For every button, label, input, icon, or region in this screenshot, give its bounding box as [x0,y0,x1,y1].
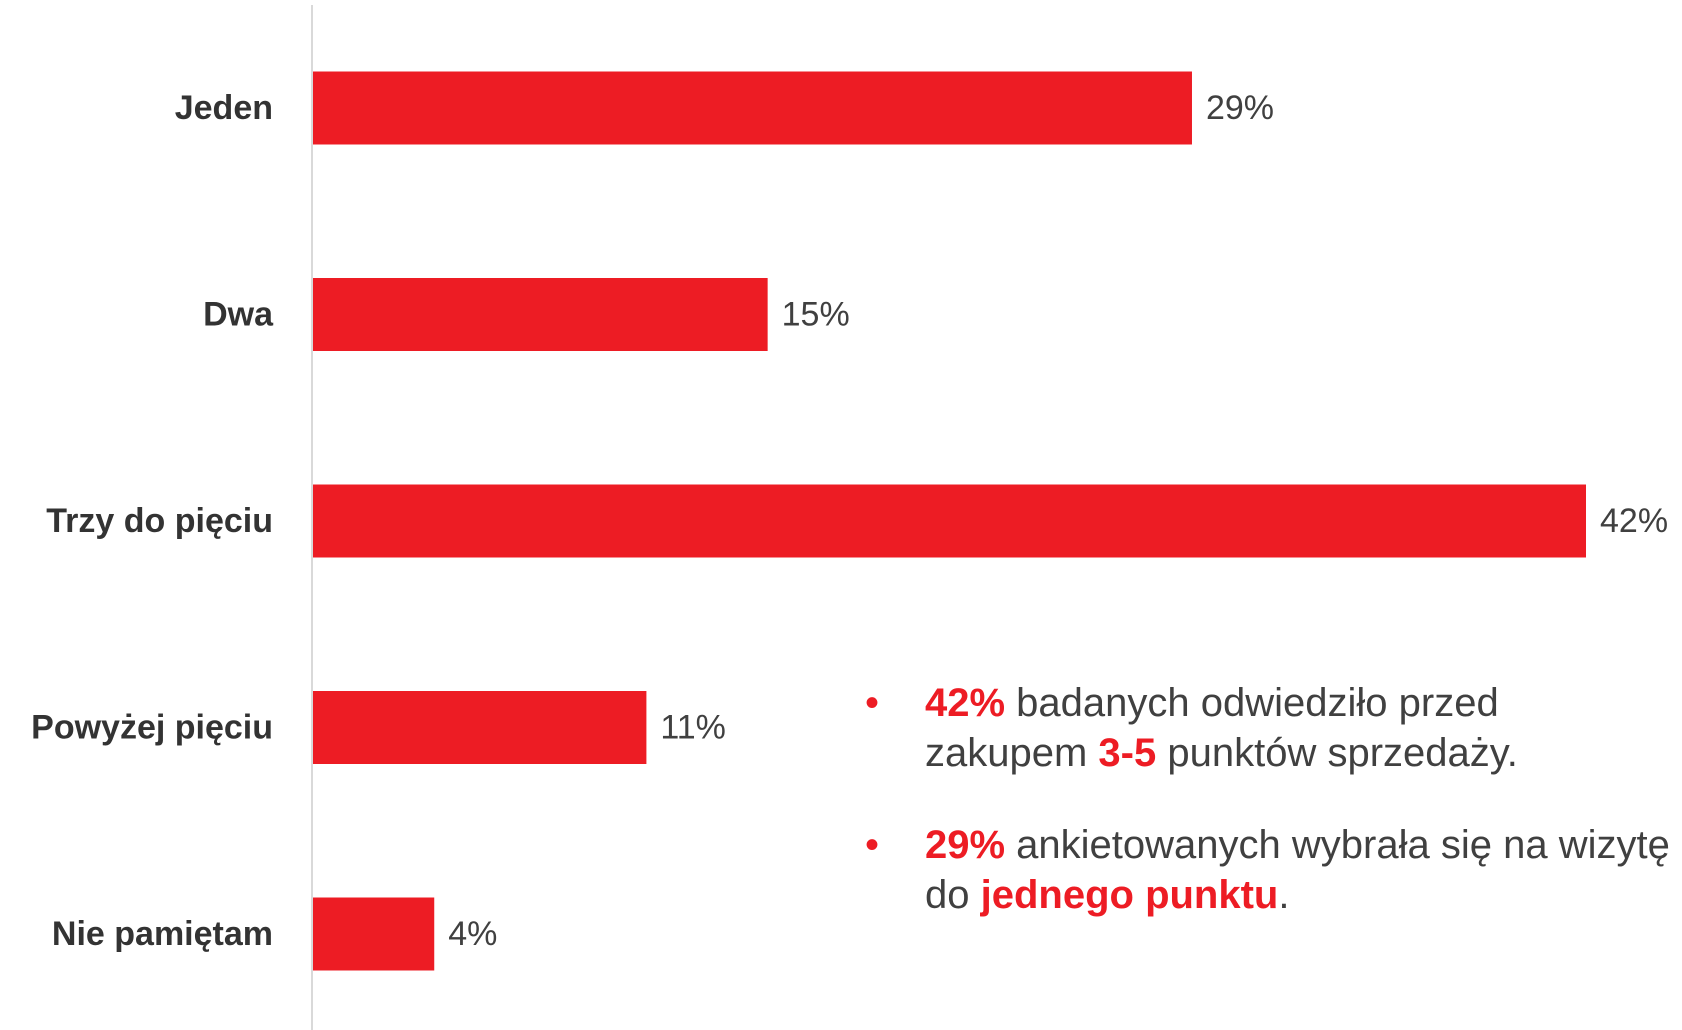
highlighted-text: 3-5 [1098,731,1157,775]
bullet-icon: • [865,823,880,867]
highlighted-text: jednego punktu [980,873,1279,917]
category-label: Jeden [175,89,273,127]
note-text: punktów sprzedaży. [1156,731,1518,775]
bullet-icon: • [865,681,880,725]
value-label: 15% [782,296,850,334]
bar [313,897,435,971]
category-label: Dwa [203,296,274,334]
summary-notes: • 42% badanych odwiedziło przed zakupem 3… [865,678,1670,962]
note-text: . [1278,873,1290,917]
highlighted-text: 29% [925,823,1006,867]
summary-note: • 29% ankietowanych wybrała się na wizytę… [865,820,1670,920]
highlighted-text: 42% [925,681,1006,725]
bar [313,278,768,351]
category-label: Powyżej pięciu [31,709,273,747]
bar [313,484,1586,558]
value-label: 11% [660,709,726,747]
value-label: 29% [1206,89,1274,127]
note-text: ankietowanych wybrała się na wizytę do [925,823,1670,917]
value-label: 42% [1600,502,1668,540]
category-label: Trzy do pięciu [46,502,273,540]
bar [313,691,647,764]
bar [313,71,1192,145]
note-text: badanych odwiedziło przed zakupem [925,681,1499,775]
summary-note: • 42% badanych odwiedziło przed zakupem 3… [865,678,1670,778]
value-label: 4% [448,915,497,953]
category-label: Nie pamiętam [52,915,273,953]
